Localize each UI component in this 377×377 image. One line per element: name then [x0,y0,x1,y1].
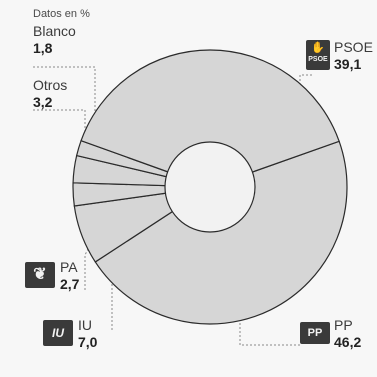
slice-pp [94,140,348,325]
label-otros-value: 3,2 [33,94,53,110]
label-psoe: PSOE 39,1 [334,40,373,71]
label-blanco-name: Blanco [33,23,76,39]
psoe-logo-text: PSOE [308,56,328,63]
leader-pp [239,310,300,346]
label-blanco: Blanco 1,8 [33,24,76,55]
leader-blanco [33,66,96,125]
label-otros-name: Otros [33,77,68,93]
label-iu-value: 7,0 [78,334,98,350]
iu-logo-icon: IU [43,320,73,346]
donut-hole [164,141,256,233]
label-pa-name: PA [60,259,78,275]
label-pa-value: 2,7 [60,276,80,292]
pp-logo-text: PP [307,327,323,339]
label-iu: IU 7,0 [78,318,97,349]
label-pp-value: 46,2 [334,334,362,350]
label-iu-name: IU [78,317,92,333]
slice-psoe [80,49,340,188]
chart-subtitle: Datos en % [33,8,90,20]
label-psoe-name: PSOE [334,39,373,55]
iu-logo-text: IU [52,326,64,340]
label-otros: Otros 3,2 [33,78,67,109]
label-pp: PP 46,2 [334,318,361,349]
pa-logo-icon: ❦ [25,262,55,288]
psoe-logo-icon: ✋ PSOE [306,40,330,70]
pp-logo-icon: PP [300,322,330,344]
label-psoe-value: 39,1 [334,56,362,72]
label-pa: PA 2,7 [60,260,79,291]
label-pp-name: PP [334,317,353,333]
label-blanco-value: 1,8 [33,40,53,56]
leader-psoe [299,74,312,140]
